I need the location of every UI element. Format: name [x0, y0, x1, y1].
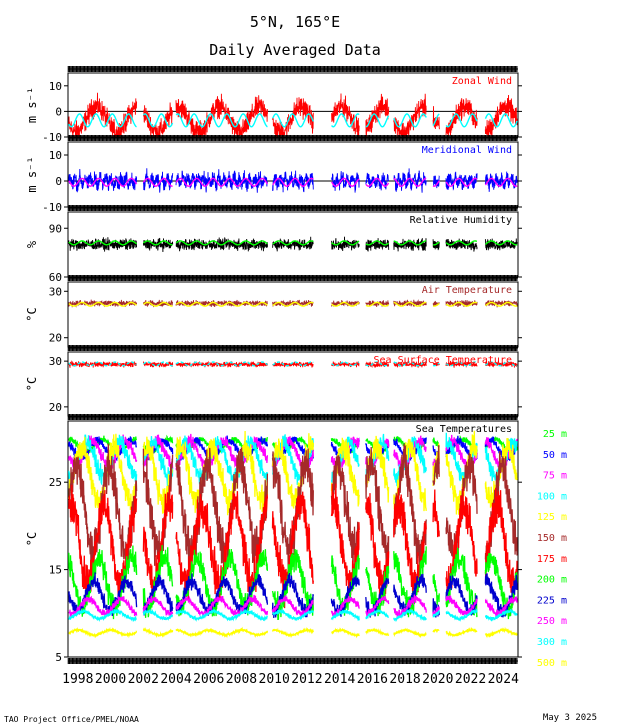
series-depth-7 [68, 483, 518, 609]
series-climatology [68, 177, 518, 187]
legend-item: 250 m [537, 616, 567, 627]
x-tick-label: 2024 [488, 672, 519, 687]
legend-item: 150 m [537, 533, 567, 544]
x-tick-label: 2022 [455, 672, 486, 687]
panel-2: -10 0 10 Meridional Wind m s⁻¹ [25, 141, 522, 214]
legend-item: 200 m [537, 575, 567, 586]
tick-bar [67, 345, 518, 351]
panel-6: 5 15 25 Sea Temperatures °C [25, 420, 522, 664]
x-axis: 1998 2000 2002 2004 2006 2008 2010 2012 2014 2016… [62, 672, 519, 687]
y-tick-label: 10 [49, 80, 62, 93]
panel-title: Meridional Wind [422, 145, 512, 156]
legend-item: 100 m [537, 491, 567, 502]
chart-title: 5°N, 165°E [250, 13, 340, 31]
y-tick-label: -10 [42, 131, 62, 144]
tick-bar [67, 205, 518, 211]
footer-date: May 3 2025 [543, 713, 597, 723]
legend-item: 50 m [543, 450, 567, 461]
footer-credit: TAO Project Office/PMEL/NOAA [4, 715, 139, 724]
x-tick-label: 2014 [324, 672, 355, 687]
panel-1: -10 0 10 Zonal Wind m s⁻¹ [25, 72, 522, 144]
y-tick-label: -10 [42, 201, 62, 214]
x-tick-label: 2006 [193, 672, 224, 687]
y-tick-label: 25 [49, 476, 62, 489]
legend-item: 225 m [537, 595, 567, 606]
series-depth-11 [68, 607, 518, 623]
x-tick-label: 2004 [160, 672, 191, 687]
y-tick-label: 60 [49, 271, 62, 284]
series-climatology [68, 113, 518, 128]
series-climatology [68, 240, 518, 246]
panel-4: 20 30 Air Temperature °C [25, 281, 522, 348]
y-axis-label: % [25, 240, 39, 248]
y-tick-label: 30 [49, 285, 62, 298]
panel-3: 60 90 Relative Humidity% [25, 211, 522, 284]
series-climatology [68, 301, 518, 307]
y-axis-label: °C [25, 532, 39, 546]
y-axis-label: m s⁻¹ [25, 87, 39, 123]
x-tick-label: 2010 [259, 672, 290, 687]
panel-title: Air Temperature [422, 285, 512, 296]
y-tick-label: 0 [55, 105, 62, 118]
x-tick-label: 2016 [357, 672, 388, 687]
y-tick-label: 20 [49, 401, 62, 414]
series-climatology [68, 361, 518, 367]
x-tick-label: 1998 [62, 672, 93, 687]
x-tick-label: 2012 [291, 672, 322, 687]
y-tick-label: 10 [49, 149, 62, 162]
legend-item: 25 m [543, 429, 567, 440]
tick-bar [67, 414, 518, 420]
legend-item: 125 m [537, 512, 567, 523]
y-tick-label: 30 [49, 355, 62, 368]
x-tick-label: 2000 [95, 672, 126, 687]
y-tick-label: 15 [49, 564, 62, 577]
panel-title: Sea Temperatures [416, 424, 512, 435]
y-axis-label: °C [25, 377, 39, 391]
legend-item: 75 m [543, 471, 567, 482]
panel-title: Relative Humidity [410, 215, 512, 226]
x-tick-label: 2008 [226, 672, 257, 687]
legend-item: 300 m [537, 637, 567, 648]
x-tick-label: 2020 [422, 672, 453, 687]
y-axis-label: m s⁻¹ [25, 156, 39, 192]
x-tick-label: 2018 [389, 672, 420, 687]
legend-item: 175 m [537, 554, 567, 565]
panel-frame [67, 420, 519, 658]
tick-bar [67, 658, 518, 664]
panel-5: 20 30 Sea Surface Temperature °C [25, 351, 522, 417]
tick-bar [67, 135, 518, 141]
y-tick-label: 20 [49, 332, 62, 345]
series-depth-12 [68, 626, 518, 639]
tick-bar [67, 66, 518, 72]
tick-bar [67, 275, 518, 281]
chart-subtitle: Daily Averaged Data [209, 41, 381, 59]
panel-title: Sea Surface Temperature [374, 355, 512, 366]
depth-legend: 25 m 50 m 75 m 100 m 125 m 150 m 175 m 200 m 225… [537, 429, 567, 669]
y-tick-label: 90 [49, 222, 62, 235]
y-tick-label: 5 [55, 651, 62, 664]
x-tick-label: 2002 [128, 672, 159, 687]
y-tick-label: 0 [55, 175, 62, 188]
y-axis-label: °C [25, 307, 39, 321]
legend-item: 500 m [537, 658, 567, 669]
panel-title: Zonal Wind [452, 76, 512, 87]
